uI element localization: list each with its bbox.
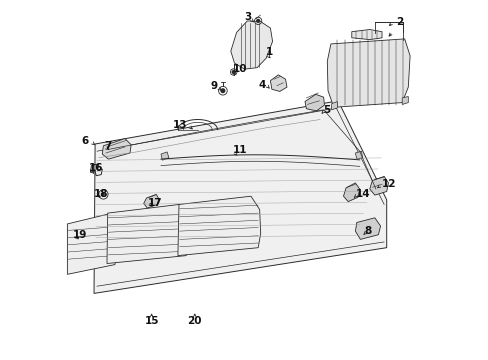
Polygon shape [178,196,260,256]
Text: 12: 12 [381,179,396,189]
Polygon shape [305,94,324,111]
Polygon shape [270,75,286,91]
Circle shape [102,194,104,195]
Text: 2: 2 [395,17,402,27]
Text: 11: 11 [232,145,247,156]
Text: 1: 1 [265,47,272,57]
Text: 18: 18 [94,189,108,199]
Polygon shape [94,101,386,293]
Text: 6: 6 [81,136,89,146]
Text: 20: 20 [187,316,202,326]
Circle shape [221,89,224,93]
Text: 14: 14 [355,189,369,199]
Polygon shape [343,183,359,202]
Text: 15: 15 [144,316,159,326]
Text: 17: 17 [148,198,163,208]
Text: 8: 8 [363,226,370,236]
Text: 4: 4 [258,80,265,90]
Text: 3: 3 [244,12,251,22]
Polygon shape [102,139,131,159]
Polygon shape [331,102,337,110]
Polygon shape [401,96,407,104]
Polygon shape [107,204,188,264]
Polygon shape [67,214,118,274]
Polygon shape [326,39,409,107]
Text: 19: 19 [72,230,86,240]
Circle shape [256,19,259,22]
Text: 9: 9 [209,81,217,91]
Text: 13: 13 [173,120,187,130]
Polygon shape [369,176,387,195]
Circle shape [232,71,235,73]
Text: 16: 16 [89,163,103,174]
Polygon shape [230,21,272,69]
Text: 7: 7 [104,141,111,151]
Polygon shape [355,218,380,239]
Polygon shape [143,194,159,208]
Polygon shape [351,30,381,40]
Text: 10: 10 [232,64,247,74]
Polygon shape [355,151,362,159]
Polygon shape [161,152,168,160]
Text: 5: 5 [322,105,329,115]
